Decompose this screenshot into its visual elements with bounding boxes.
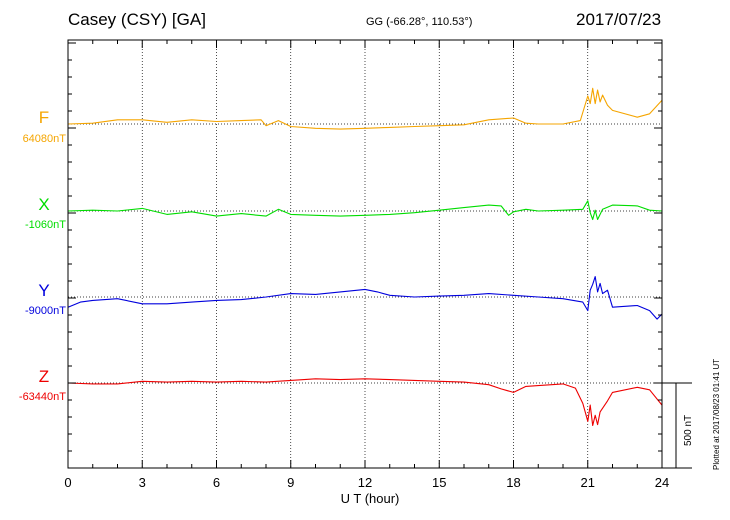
series-lines xyxy=(67,87,663,427)
series-line-z xyxy=(67,378,663,427)
series-line-y xyxy=(67,276,663,320)
scale-bar xyxy=(662,382,692,469)
x-tick-label: 12 xyxy=(358,475,372,490)
series-line-x xyxy=(67,200,663,221)
channel-z-label: Z xyxy=(38,367,50,386)
channel-x-label: X xyxy=(38,195,50,214)
x-tick-label: 15 xyxy=(432,475,446,490)
scale-bar-label: 500 nT xyxy=(683,414,694,446)
series-line-f xyxy=(67,87,663,130)
x-tick-label: 18 xyxy=(506,475,520,490)
x-tick-label: 0 xyxy=(64,475,71,490)
coordinates-label: GG (-66.28°, 110.53°) xyxy=(366,16,473,28)
x-tick-label: 6 xyxy=(213,475,220,490)
station-title: Casey (CSY) [GA] xyxy=(68,10,206,29)
axis-ticks: 0 3 6 9 12 15 18 21 24 xyxy=(64,40,669,490)
channel-y-label: Y xyxy=(38,281,50,300)
plotted-timestamp: Plotted at 2017/08/23 01:41 UT xyxy=(712,358,721,470)
channel-f-label: F xyxy=(38,108,50,127)
channel-f-baseline: 64080nT xyxy=(22,133,66,145)
x-tick-label: 3 xyxy=(139,475,146,490)
x-axis-label: U T (hour) xyxy=(340,491,400,506)
x-tick-label: 21 xyxy=(581,475,595,490)
date-label: 2017/07/23 xyxy=(576,10,662,29)
channel-y-baseline: -9000nT xyxy=(25,305,66,317)
channel-x-baseline: -1060nT xyxy=(25,219,66,231)
x-tick-label: 9 xyxy=(287,475,294,490)
channel-z-baseline: -63440nT xyxy=(18,391,66,403)
grid-lines xyxy=(68,40,662,468)
x-tick-label: 24 xyxy=(655,475,669,490)
